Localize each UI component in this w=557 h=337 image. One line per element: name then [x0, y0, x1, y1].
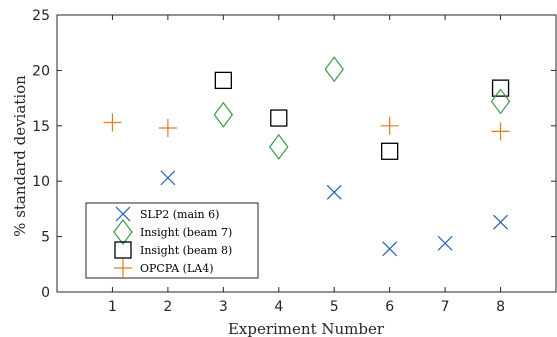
- x-tick-label: 1: [108, 299, 117, 315]
- legend: SLP2 (main 6) Insight (beam 7) Insight (be…: [85, 202, 259, 279]
- data-point: [214, 71, 232, 90]
- legend-marker: [115, 206, 131, 222]
- data-point: [491, 79, 510, 97]
- y-tick-label: 10: [32, 174, 50, 190]
- x-tick-label: 5: [330, 299, 339, 315]
- legend-entry: Insight (beam 7): [113, 219, 232, 245]
- y-tick-label: 15: [32, 119, 50, 135]
- data-point: [491, 122, 510, 141]
- series-square: [214, 71, 510, 160]
- data-point: [269, 133, 289, 160]
- y-axis-label: % standard deviation: [11, 75, 29, 237]
- data-marks: [103, 56, 511, 257]
- legend-label: OPCPA (LA4): [140, 262, 214, 275]
- legend-entry: SLP2 (main 6): [115, 206, 219, 222]
- y-tick-label: 5: [41, 230, 50, 246]
- x-tick-label: 2: [163, 299, 172, 315]
- y-tick-label: 20: [32, 63, 50, 79]
- series-plus: [103, 113, 510, 141]
- series-diamond: [213, 56, 511, 160]
- legend-label: Insight (beam 8): [140, 244, 232, 257]
- legend-marker: [114, 259, 132, 277]
- y-tick-label: 25: [32, 8, 50, 24]
- legend-entry: OPCPA (LA4): [114, 259, 214, 277]
- plot-frame: [56, 14, 557, 293]
- data-point: [160, 170, 176, 186]
- data-point: [382, 241, 398, 257]
- data-point: [381, 142, 399, 160]
- data-point: [324, 56, 344, 83]
- data-point: [493, 214, 508, 230]
- legend-marker: [114, 241, 132, 259]
- x-axis-label: Experiment Number: [228, 320, 385, 337]
- plot-area-border: [56, 14, 557, 293]
- legend-box: [85, 202, 259, 279]
- y-tick-label: 0: [41, 285, 50, 301]
- series-x: [160, 170, 508, 257]
- legend-label: Insight (beam 7): [140, 226, 232, 239]
- legend-entry: Insight (beam 8): [114, 241, 232, 259]
- x-tick-label: 6: [385, 299, 394, 315]
- data-point: [437, 235, 453, 251]
- data-point: [103, 113, 122, 132]
- x-tick-label: 7: [441, 299, 450, 315]
- axis-ticks: 1 2 3 4 5 6 7 8 0 5 10 15 20 25: [32, 8, 556, 315]
- x-tick-label: 3: [219, 299, 228, 315]
- legend-label: SLP2 (main 6): [140, 208, 219, 221]
- x-tick-label: 4: [274, 299, 283, 315]
- legend-marker: [113, 219, 133, 245]
- data-point: [326, 184, 342, 200]
- data-point: [380, 116, 399, 135]
- data-point: [490, 88, 511, 115]
- data-point: [213, 101, 234, 128]
- x-tick-label: 8: [496, 299, 505, 315]
- data-point: [270, 109, 288, 127]
- data-point: [158, 119, 177, 138]
